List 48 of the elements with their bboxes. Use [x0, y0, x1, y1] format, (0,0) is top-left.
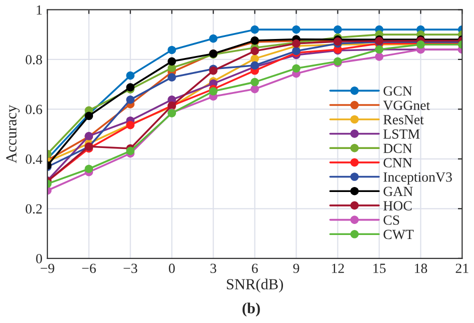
- point: [209, 87, 218, 96]
- legend-label: InceptionV3: [384, 172, 452, 185]
- point: [84, 164, 94, 174]
- point: [168, 46, 176, 54]
- x-tick-label: −3: [124, 264, 138, 274]
- point: [250, 84, 259, 94]
- x-tick-label: 12: [332, 264, 344, 273]
- legend-label: CWT: [384, 230, 414, 240]
- y-axis-title: Accuracy: [6, 104, 20, 164]
- x-tick-label: 3: [210, 264, 216, 274]
- x-tick-label: 6: [252, 264, 258, 274]
- legend-label: GAN: [384, 186, 413, 196]
- point: [250, 78, 259, 86]
- point: [250, 25, 259, 34]
- x-tick-label: 15: [373, 264, 386, 274]
- x-axis-title: SNR(dB): [226, 278, 283, 292]
- legend-label: CNN: [384, 158, 412, 168]
- x-tick-label: 0: [168, 264, 175, 274]
- point: [292, 64, 300, 73]
- y-tick-label: 0: [36, 254, 42, 264]
- point: [168, 57, 176, 66]
- y-tick-label: 1: [36, 5, 42, 15]
- legend-label: CS: [384, 215, 400, 225]
- legend-label: DCN: [383, 144, 412, 154]
- y-tick-label: 0.2: [26, 204, 42, 214]
- legend-label: LSTM: [383, 129, 420, 139]
- text: (b): [242, 302, 260, 317]
- point: [250, 46, 259, 56]
- y-tick-label: 0.8: [26, 55, 42, 64]
- y-tick-label: 0.4: [26, 154, 42, 164]
- legend-label: VGGnet: [383, 100, 430, 110]
- legend-label: ResNet: [383, 115, 424, 124]
- y-tick-label: 0.6: [26, 104, 42, 114]
- point: [126, 146, 135, 156]
- point: [209, 34, 218, 43]
- point: [168, 73, 176, 82]
- legend-label: GCN: [384, 86, 412, 96]
- point: [126, 96, 135, 104]
- legend-label: HOC: [383, 201, 412, 210]
- point: [375, 52, 384, 61]
- x-tick-label: −9: [40, 264, 54, 274]
- x-tick-label: −6: [82, 264, 96, 274]
- x-tick-label: 9: [293, 264, 300, 274]
- x-tick-label: 18: [414, 264, 428, 274]
- point: [126, 71, 135, 80]
- x-tick-label: 21: [456, 264, 468, 273]
- point: [292, 25, 300, 34]
- point: [334, 25, 342, 34]
